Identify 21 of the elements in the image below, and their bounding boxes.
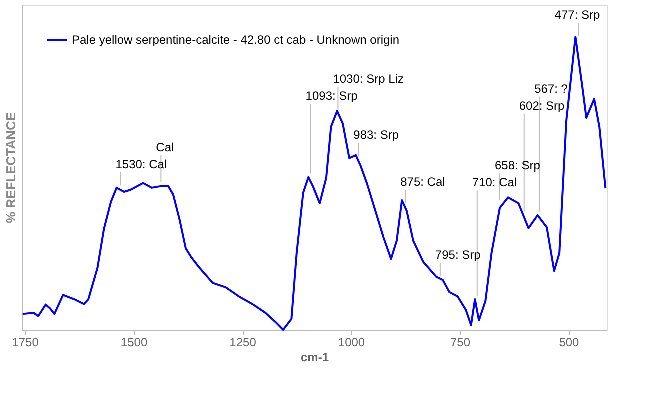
x-tick-label: 750: [450, 336, 471, 350]
x-tick-label: 1250: [230, 336, 257, 350]
annotation: 983: Srp: [354, 128, 400, 142]
legend-label: Pale yellow serpentine-calcite - 42.80 ct cab - Unknown origin: [72, 33, 400, 47]
annotation: 658: Srp: [495, 158, 541, 173]
annotation: 477: Srp: [554, 8, 600, 22]
x-tick-label: 500: [559, 336, 580, 350]
annotation: 795: Srp: [435, 248, 482, 262]
annotation: 875: Cal: [400, 174, 446, 189]
x-tick-label: 1500: [120, 336, 148, 350]
annotation: 602: Srp: [519, 98, 566, 113]
x-axis-title: cm-1: [300, 350, 330, 364]
annotation: 710: Cal: [472, 176, 518, 190]
x-tick-label: 1750: [12, 336, 40, 350]
annotation: Cal: [156, 140, 174, 154]
annotation: 1530: Cal: [116, 157, 168, 172]
y-axis-title: % REFLECTANCE: [4, 112, 18, 224]
annotation: 1030: Srp Liz: [333, 72, 404, 86]
annotation: 567: ?: [534, 82, 568, 96]
annotation: 1093: Srp: [306, 89, 358, 104]
x-tick-label: 1000: [338, 336, 366, 350]
